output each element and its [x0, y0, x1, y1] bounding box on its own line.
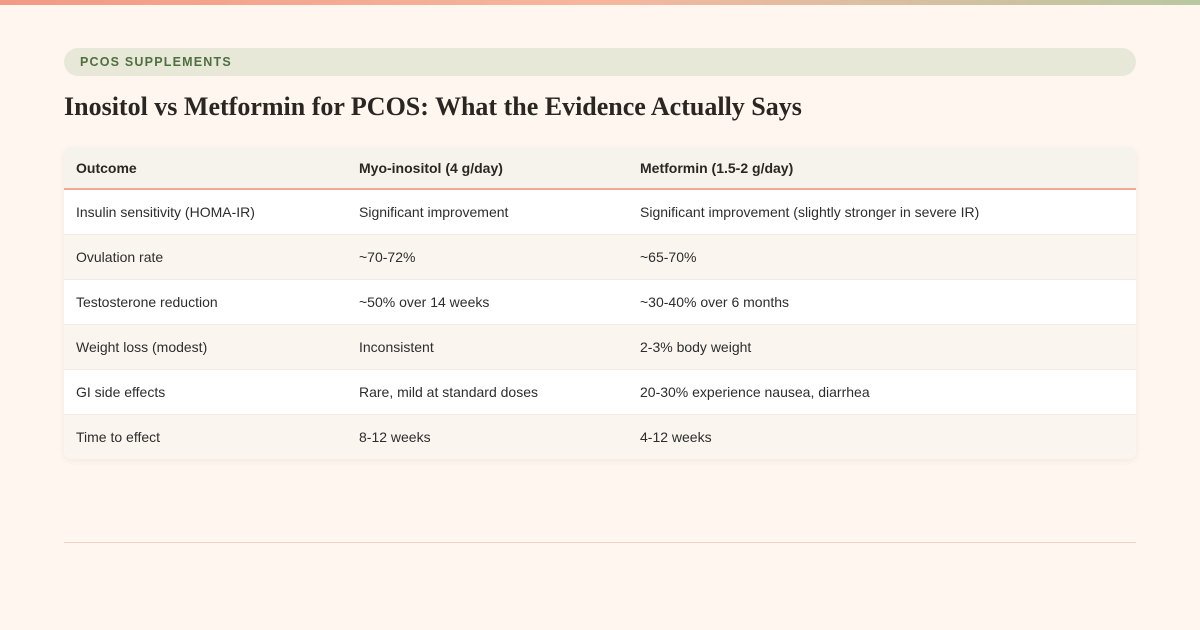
comparison-table: Outcome Myo-inositol (4 g/day) Metformin… — [64, 147, 1136, 459]
header-metformin: Metformin (1.5-2 g/day) — [628, 147, 1136, 190]
table-row: Weight loss (modest) Inconsistent 2-3% b… — [64, 324, 1136, 370]
cell-outcome: Weight loss (modest) — [64, 324, 347, 370]
cell-myo-inositol: Significant improvement — [347, 189, 628, 235]
footer-divider — [64, 542, 1136, 543]
cell-metformin: Significant improvement (slightly strong… — [628, 189, 1136, 235]
cell-outcome: Ovulation rate — [64, 234, 347, 280]
cell-myo-inositol: ~70-72% — [347, 234, 628, 280]
cell-outcome: GI side effects — [64, 369, 347, 415]
category-tag[interactable]: PCOS SUPPLEMENTS — [64, 48, 1136, 76]
table-header-row: Outcome Myo-inositol (4 g/day) Metformin… — [64, 147, 1136, 190]
cell-metformin: ~65-70% — [628, 234, 1136, 280]
cell-myo-inositol: ~50% over 14 weeks — [347, 279, 628, 325]
table-row: Testosterone reduction ~50% over 14 week… — [64, 279, 1136, 325]
cell-outcome: Insulin sensitivity (HOMA-IR) — [64, 189, 347, 235]
table-row: Insulin sensitivity (HOMA-IR) Significan… — [64, 189, 1136, 235]
top-accent-bar — [0, 0, 1200, 5]
cell-myo-inositol: Rare, mild at standard doses — [347, 369, 628, 415]
header-myo-inositol: Myo-inositol (4 g/day) — [347, 147, 628, 190]
table-row: GI side effects Rare, mild at standard d… — [64, 369, 1136, 415]
cell-metformin: ~30-40% over 6 months — [628, 279, 1136, 325]
cell-metformin: 4-12 weeks — [640, 429, 712, 445]
header-outcome: Outcome — [64, 147, 347, 190]
cell-outcome: Time to effect — [76, 429, 161, 445]
comparison-table-card: Outcome Myo-inositol (4 g/day) Metformin… — [64, 147, 1136, 459]
table-row: Ovulation rate ~70-72% ~65-70% — [64, 234, 1136, 280]
category-label: PCOS SUPPLEMENTS — [80, 55, 232, 69]
cell-myo-inositol: 8-12 weeks — [359, 429, 431, 445]
cell-myo-inositol: Inconsistent — [347, 324, 628, 370]
table-row: Time to effect 8-12 weeks 4-12 weeks — [64, 414, 1136, 459]
cell-outcome: Testosterone reduction — [64, 279, 347, 325]
cell-metformin: 20-30% experience nausea, diarrhea — [628, 369, 1136, 415]
cell-metformin: 2-3% body weight — [628, 324, 1136, 370]
page-title: Inositol vs Metformin for PCOS: What the… — [64, 92, 802, 121]
